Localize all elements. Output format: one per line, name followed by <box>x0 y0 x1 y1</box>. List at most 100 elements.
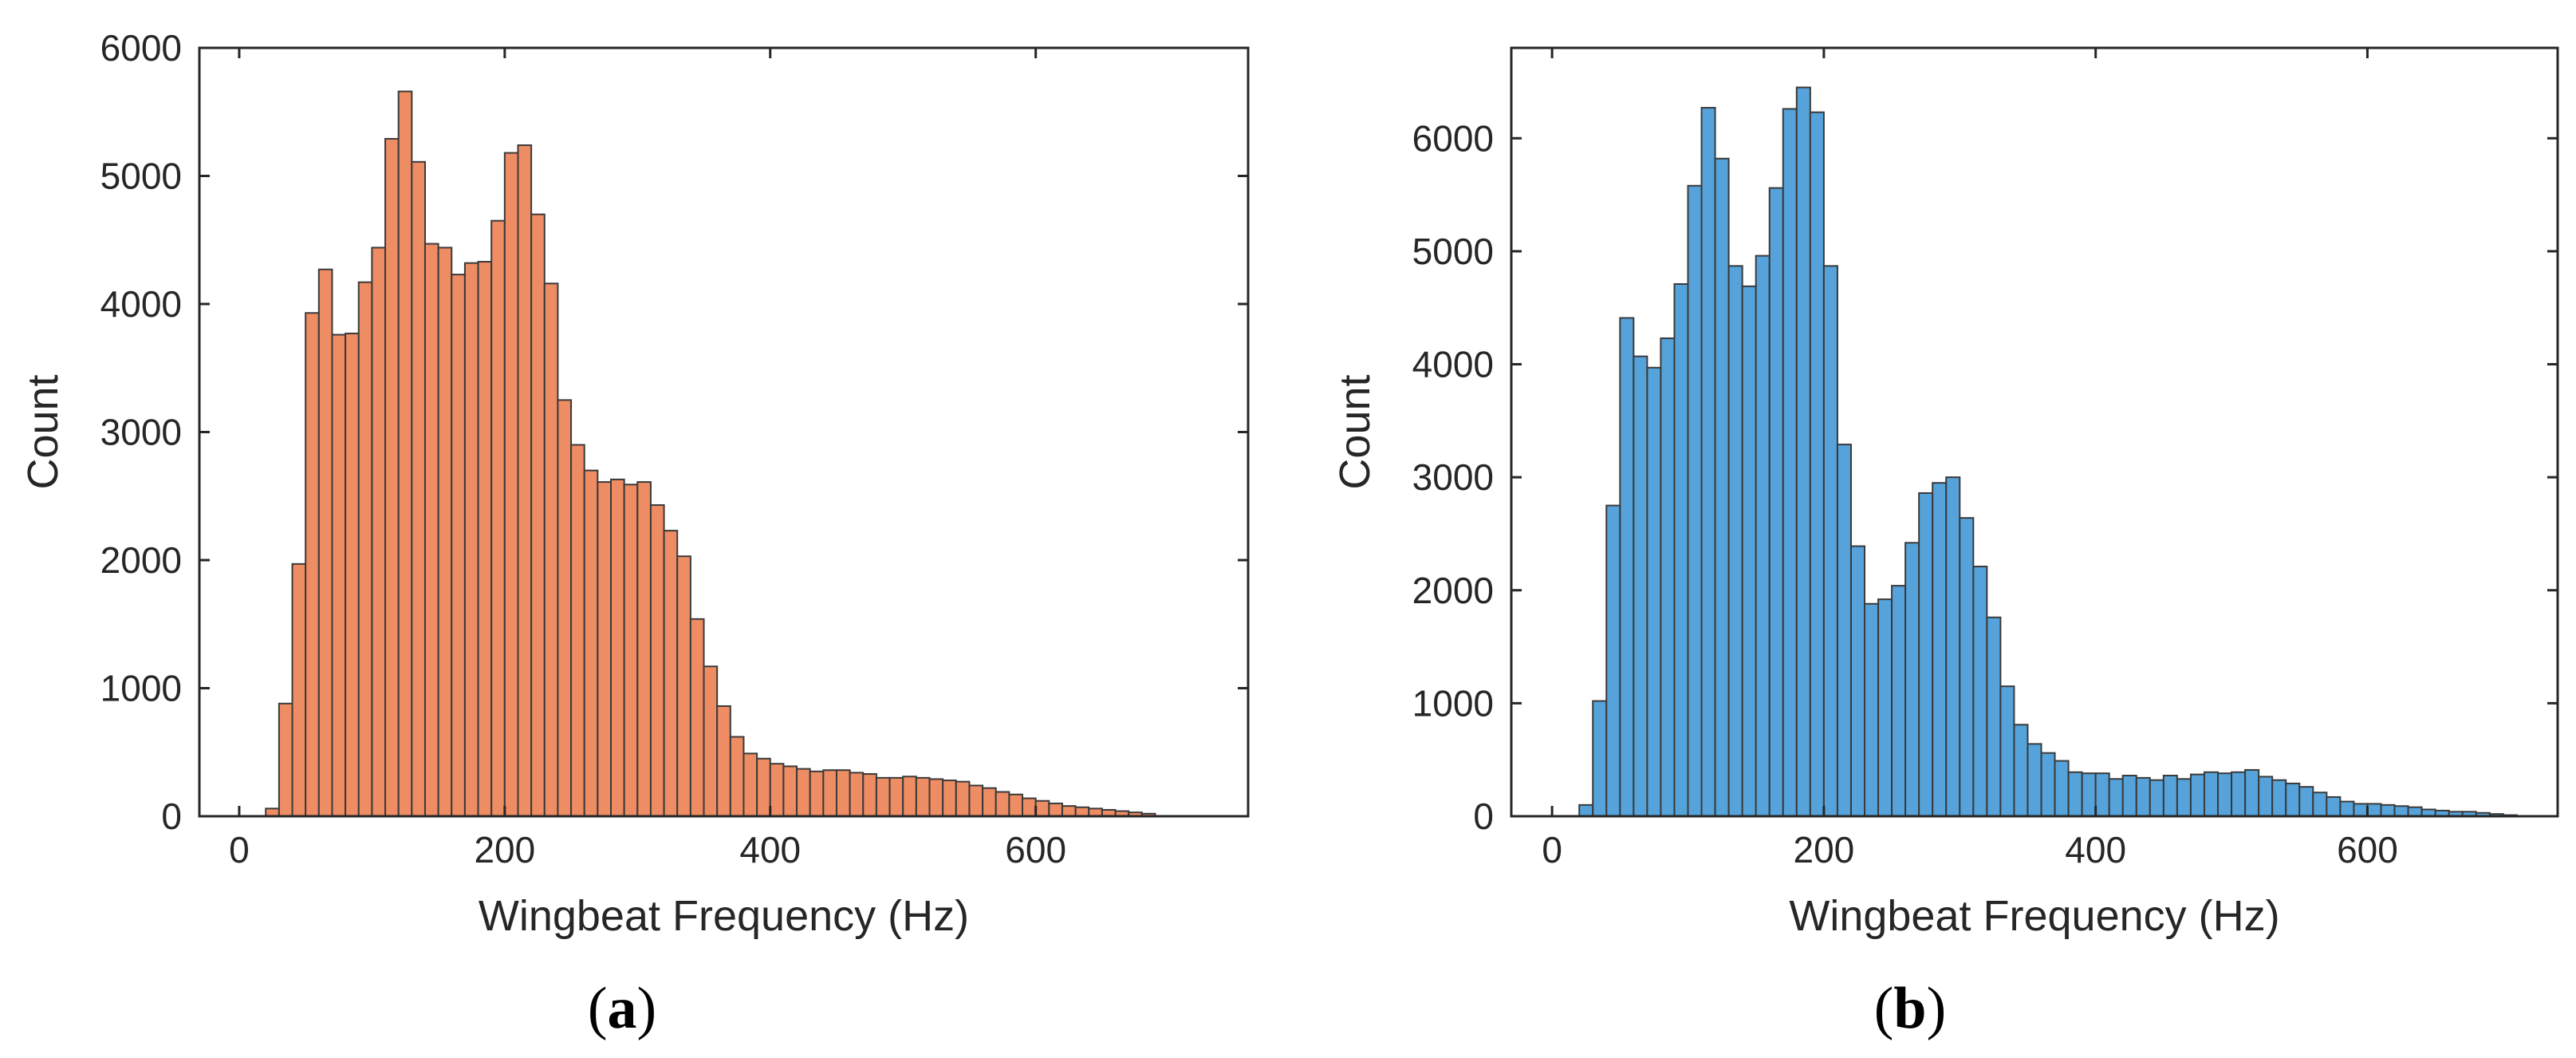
histogram-b-bar <box>1768 187 1784 817</box>
histogram-a-bar <box>305 312 320 817</box>
histogram-a-bar <box>610 478 625 817</box>
histogram-b-x-axis-label: Wingbeat Frequency (Hz) <box>1789 892 2279 940</box>
histogram-b-bar <box>2258 776 2274 818</box>
histogram-b-bar <box>1619 317 1635 817</box>
histogram-b-bar <box>1904 542 1920 817</box>
histogram-b-bar <box>2312 792 2328 818</box>
histogram-a-bar <box>543 282 559 817</box>
histogram-b-bar <box>1714 157 1730 818</box>
histogram-a-bar <box>1048 802 1063 818</box>
histogram-a-bar <box>384 137 400 817</box>
histogram-b-bar <box>1918 491 1934 817</box>
histogram-a-bar <box>583 469 599 818</box>
histogram-a-bar <box>822 769 837 817</box>
histogram-b-x-ticks: 0 200 400 600 <box>1542 48 2398 870</box>
histogram-a-y-tick-label: 5000 <box>100 156 182 197</box>
histogram-b-bar <box>2067 771 2083 817</box>
histogram-b-bar <box>2121 775 2137 817</box>
histogram-a-bar <box>345 332 360 818</box>
histogram-a-bar <box>317 268 333 818</box>
histogram-a-bar <box>397 90 413 817</box>
histogram-b-bar <box>2203 771 2220 817</box>
histogram-b-bar <box>2339 800 2355 818</box>
histogram-a-bar <box>1061 805 1077 817</box>
histogram-a-bar <box>357 281 373 817</box>
histogram-a-bar <box>1022 797 1037 818</box>
panel-label-a-letter: a <box>608 976 637 1041</box>
histogram-a-bar <box>942 780 957 817</box>
histogram-a-bar <box>1034 799 1050 817</box>
histogram-a-x-ticks: 0 200 400 600 <box>229 48 1066 870</box>
histogram-a-bar <box>676 555 691 817</box>
histogram-a-y-tick-label: 4000 <box>100 283 182 325</box>
histogram-b-bar <box>1836 444 1852 817</box>
histogram-a-bar <box>809 770 825 818</box>
histogram-b-bar <box>2135 776 2151 817</box>
panel-label-a: (a) <box>588 976 656 1041</box>
histogram-b-bars <box>1578 86 2518 818</box>
histogram-a-bar <box>517 144 533 818</box>
histogram-b-bar <box>1972 566 1988 818</box>
histogram-b-bar <box>1864 602 1880 818</box>
histogram-a-bar <box>862 773 877 817</box>
histogram-b-bar <box>1633 355 1648 818</box>
histogram-b-bar <box>1999 685 2015 817</box>
histogram-b-x-tick-label: 0 <box>1542 829 1562 870</box>
histogram-b-y-tick-label: 0 <box>1473 795 1494 837</box>
histogram-a-bar <box>663 530 679 818</box>
histogram-a-y-tick-label: 0 <box>161 795 182 837</box>
histogram-b-bar <box>2081 772 2097 818</box>
histogram-b-y-tick-label: 4000 <box>1412 344 1494 385</box>
histogram-b-bar <box>2054 760 2070 818</box>
histogram-a-bar <box>796 768 811 817</box>
histogram-a-bar <box>557 399 573 817</box>
histogram-a-x-tick-label: 0 <box>229 829 250 870</box>
panel-label-b-letter: b <box>1893 976 1926 1041</box>
histogram-b-bar <box>2353 803 2369 817</box>
histogram-b-bar <box>1660 337 1676 818</box>
histogram-a-bar <box>742 752 758 817</box>
histogram-b-bar <box>1782 108 1798 818</box>
histogram-b-bar <box>2393 805 2409 817</box>
histogram-a-bar <box>636 481 652 817</box>
histogram-a-bar <box>477 261 493 818</box>
histogram-a-bar <box>623 484 639 817</box>
histogram-b-bar <box>2149 779 2164 818</box>
histogram-b-bar <box>1741 285 1757 817</box>
histogram-b-y-tick-label: 1000 <box>1412 682 1494 724</box>
panel-label-b: (b) <box>1874 976 1946 1041</box>
panel-label-a-open-paren: ( <box>588 976 608 1041</box>
histogram-a-bars <box>265 90 1156 818</box>
histogram-b-bar <box>2231 771 2247 817</box>
histogram-a-bar <box>503 152 519 818</box>
histogram-a-bar <box>371 247 387 817</box>
histogram-b-bar <box>2108 778 2124 817</box>
histogram-a-bar <box>570 444 585 817</box>
histogram-a-y-tick-label: 3000 <box>100 412 182 453</box>
histogram-a-bar <box>451 274 466 817</box>
histogram-b-bar <box>2013 724 2029 818</box>
histogram-a-bar <box>835 769 851 817</box>
histogram-b-bar <box>2244 768 2260 818</box>
histogram-b-bar <box>1646 366 1662 817</box>
panel-label-b-open-paren: ( <box>1874 976 1894 1041</box>
histogram-a-x-tick-label: 200 <box>474 829 535 870</box>
histogram-b-bar <box>2027 743 2042 817</box>
histogram-a-bar <box>769 763 785 818</box>
histogram-a-bar <box>756 757 771 818</box>
histogram-b-bar <box>2326 795 2342 817</box>
histogram-b-bar <box>1795 86 1811 818</box>
histogram-a-y-tick-label: 1000 <box>100 668 182 709</box>
histogram-b-bar <box>1673 282 1689 817</box>
histogram-a-bar <box>597 481 612 817</box>
histogram-a-y-tick-label: 6000 <box>100 27 182 69</box>
histogram-b-bar <box>1822 265 1838 817</box>
histogram-a-bar <box>1074 806 1090 818</box>
histogram-a-bar <box>729 736 745 817</box>
histogram-b-bar <box>1849 545 1866 817</box>
histogram-b-bar <box>1687 184 1703 817</box>
histogram-panel-b: 0 200 400 600 0 1000 2000 3000 4000 5000 6000 Win… <box>1331 46 2559 1041</box>
histogram-a-bar <box>995 791 1010 818</box>
histogram-a-bar <box>649 503 665 817</box>
histogram-b-bar <box>1755 255 1771 817</box>
